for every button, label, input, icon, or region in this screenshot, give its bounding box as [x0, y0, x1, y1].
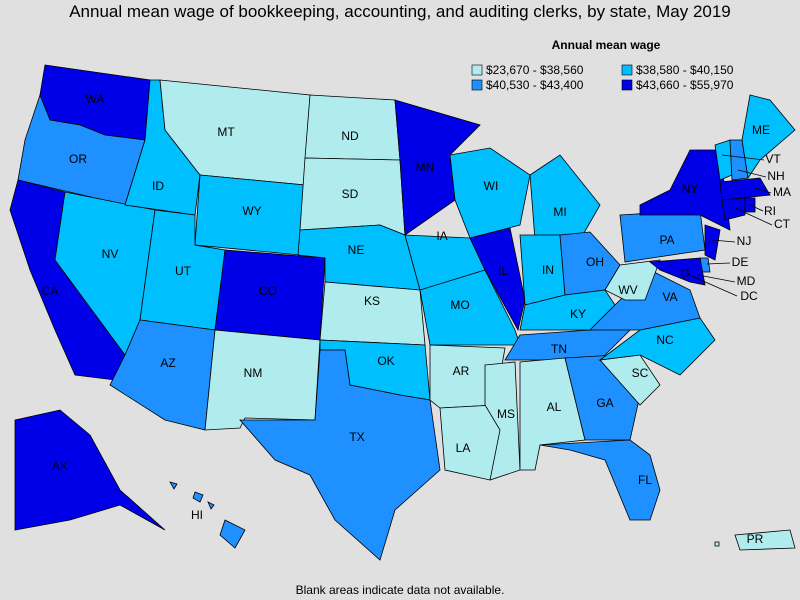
state-label: OK: [377, 354, 394, 368]
state-label: TX: [349, 430, 364, 444]
leader-line: [734, 207, 773, 226]
state-label: WV: [618, 283, 637, 297]
state-label: CT: [774, 217, 791, 231]
legend-label: $38,580 - $40,150: [636, 63, 734, 77]
leader-line: [697, 274, 736, 283]
state-label: LA: [456, 441, 471, 455]
legend-swatch: [621, 79, 633, 91]
state-label: IN: [542, 263, 554, 277]
state-label: IA: [436, 229, 447, 243]
legend-swatch: [621, 64, 633, 76]
state-shape: [207, 501, 215, 510]
state-label: FL: [638, 473, 652, 487]
state-label: OR: [69, 152, 87, 166]
state-shape: [169, 481, 178, 490]
state-shape: [529, 154, 601, 241]
state-label: ID: [152, 179, 164, 193]
state-label: MS: [497, 407, 515, 421]
legend: $23,670 - $38,560 $38,580 - $40,150 $40,53…: [471, 63, 734, 92]
state-shape: [721, 197, 746, 221]
state-shape: [419, 269, 521, 346]
state-label: WY: [242, 204, 261, 218]
state-label: MO: [450, 298, 469, 312]
state-label: KY: [570, 307, 586, 321]
legend-swatch: [471, 79, 483, 91]
state-shape: [449, 147, 531, 239]
state-shape: [714, 541, 720, 547]
legend-swatch: [471, 64, 483, 76]
state-shape: [719, 177, 771, 201]
legend-label: $40,530 - $43,400: [486, 78, 584, 92]
state-label: NE: [348, 243, 365, 257]
state-label: DE: [732, 255, 749, 269]
state-label: VA: [662, 290, 677, 304]
state-label: CA: [42, 284, 59, 298]
state-label: NV: [102, 247, 119, 261]
state-label: UT: [175, 264, 192, 278]
state-shape: [239, 349, 441, 561]
state-label: RI: [764, 204, 776, 218]
state-label: TN: [551, 342, 567, 356]
state-label: WI: [484, 179, 499, 193]
state-label: PR: [747, 532, 764, 546]
state-shape: [648, 257, 706, 286]
state-label: NJ: [737, 234, 752, 248]
legend-title: Annual mean wage: [552, 38, 661, 52]
leader-line: [749, 204, 764, 212]
state-label: MT: [217, 125, 235, 139]
state-label: MA: [773, 185, 791, 199]
leader-line: [706, 262, 731, 265]
leader-line: [754, 187, 772, 194]
leader-line: [721, 154, 765, 161]
state-label: ND: [341, 129, 359, 143]
state-label: NY: [682, 182, 699, 196]
state-label: DC: [740, 289, 758, 303]
state-shape: [319, 281, 426, 346]
map-title: Annual mean wage of bookkeeping, account…: [69, 2, 731, 21]
state-label: AR: [453, 364, 470, 378]
state-shape: [539, 439, 661, 521]
state-label: NC: [656, 333, 674, 347]
state-shape: [14, 409, 166, 531]
state-label: CO: [259, 284, 277, 298]
state-shape: [304, 94, 401, 161]
states: WA OR CA NV ID MT WY UT CO AZ NM ND SD NE KS OK TX MN IA MO…: [9, 64, 796, 561]
state-label: NM: [244, 366, 263, 380]
state-shape: [204, 329, 321, 431]
state-label: AL: [547, 400, 562, 414]
leader-line: [684, 272, 738, 297]
legend-label: $43,660 - $55,970: [636, 78, 734, 92]
state-shape: [604, 259, 661, 301]
state-shape: [484, 361, 521, 481]
state-label: AZ: [160, 356, 175, 370]
state-label: HI: [191, 508, 203, 522]
leader-line: [737, 169, 767, 178]
state-label: SD: [342, 187, 359, 201]
state-label: IL: [498, 264, 508, 278]
state-shape: [704, 224, 721, 261]
state-shape: [741, 94, 796, 180]
state-label: OH: [586, 255, 604, 269]
state-label: AK: [52, 459, 68, 473]
state-label: MN: [416, 160, 435, 174]
state-label: GA: [596, 396, 613, 410]
state-shape: [192, 491, 204, 503]
state-label: MI: [553, 205, 566, 219]
state-label: NH: [767, 169, 784, 183]
state-shape: [219, 519, 246, 549]
leader-line: [711, 239, 736, 243]
legend-label: $23,670 - $38,560: [486, 63, 584, 77]
state-label: VT: [765, 152, 781, 166]
state-label: SC: [632, 366, 649, 380]
footnote: Blank areas indicate data not available.: [296, 583, 505, 597]
state-shape: [734, 529, 796, 551]
state-label: WA: [86, 92, 105, 106]
state-label: PA: [659, 233, 674, 247]
state-label: MD: [737, 274, 756, 288]
state-label: ME: [752, 123, 770, 137]
state-shape: [469, 227, 526, 332]
state-label: KS: [364, 294, 380, 308]
